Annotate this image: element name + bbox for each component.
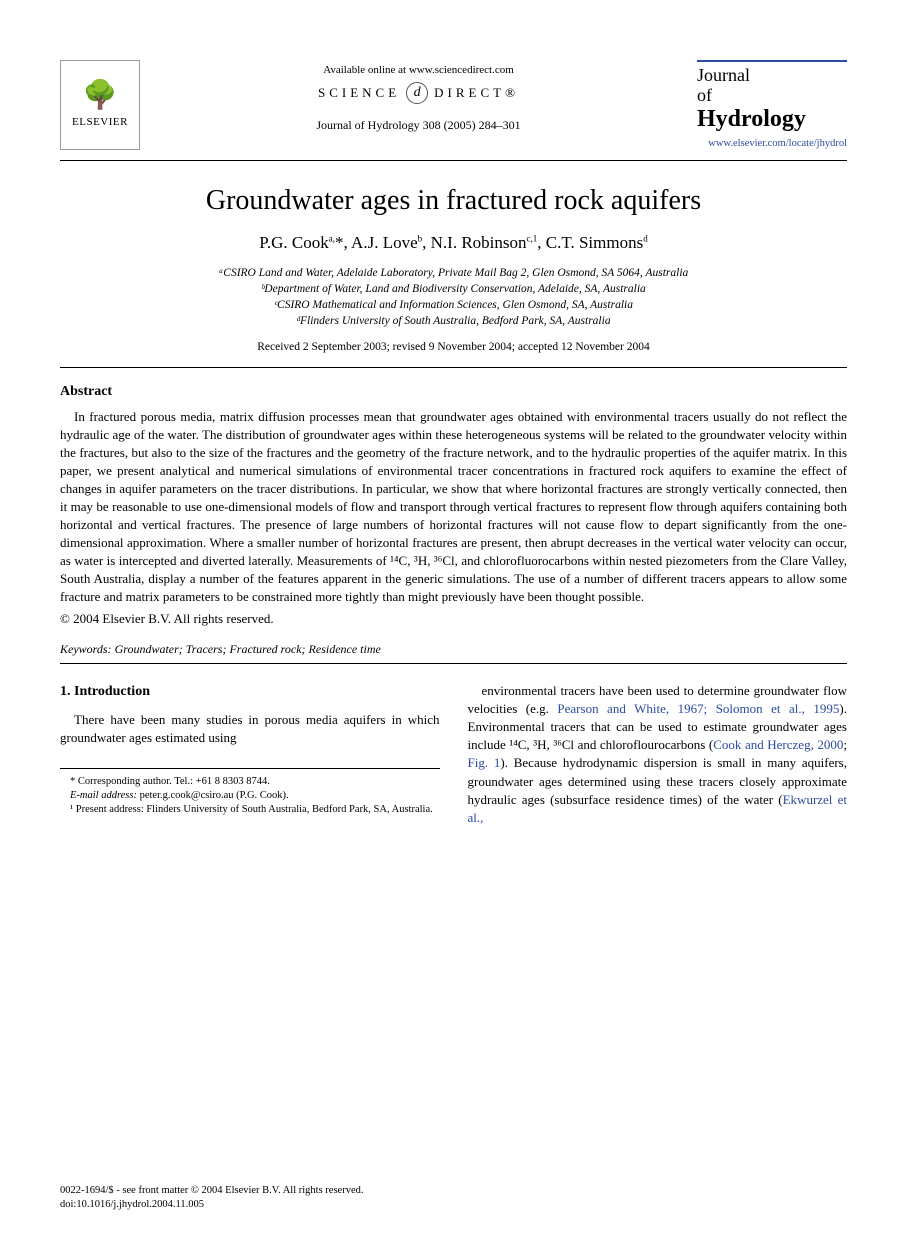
keywords-label: Keywords: xyxy=(60,642,112,656)
footer-line-1: 0022-1694/$ - see front matter © 2004 El… xyxy=(60,1184,847,1198)
elsevier-tree-icon: 🌳 xyxy=(83,82,118,110)
post-keywords-rule xyxy=(60,663,847,664)
affiliation-c: ᶜCSIRO Mathematical and Information Scie… xyxy=(60,297,847,313)
email-footnote: E-mail address: peter.g.cook@csiro.au (P… xyxy=(60,789,440,803)
journal-line-3: Hydrology xyxy=(697,106,847,132)
pre-abstract-rule xyxy=(60,367,847,368)
intro-left-para: There have been many studies in porous m… xyxy=(60,711,440,747)
keywords-list: Groundwater; Tracers; Fractured rock; Re… xyxy=(115,642,381,656)
email-address: peter.g.cook@csiro.au (P.G. Cook). xyxy=(140,790,289,801)
footer-line-2: doi:10.1016/j.jhydrol.2004.11.005 xyxy=(60,1198,847,1212)
header-center: Available online at www.sciencedirect.co… xyxy=(140,60,697,139)
available-online-text: Available online at www.sciencedirect.co… xyxy=(140,64,697,76)
intro-right-mid2: ; xyxy=(843,737,847,752)
page-footer: 0022-1694/$ - see front matter © 2004 El… xyxy=(60,1184,847,1212)
sciencedirect-logo: SCIENCE d DIRECT® xyxy=(318,82,519,104)
journal-reference: Journal of Hydrology 308 (2005) 284–301 xyxy=(140,118,697,133)
authors-line: P.G. Cooka,*, A.J. Loveb, N.I. Robinsonc… xyxy=(60,233,847,253)
email-label: E-mail address: xyxy=(70,790,137,801)
present-address-footnote: ¹ Present address: Flinders University o… xyxy=(60,803,440,817)
affiliation-a: ᵃCSIRO Land and Water, Adelaide Laborato… xyxy=(60,265,847,281)
elsevier-logo: 🌳 ELSEVIER xyxy=(60,60,140,150)
elsevier-brand-text: ELSEVIER xyxy=(72,116,128,128)
right-column: environmental tracers have been used to … xyxy=(468,682,848,828)
abstract-body: In fractured porous media, matrix diffus… xyxy=(60,408,847,627)
sciencedirect-right: DIRECT® xyxy=(434,85,519,101)
journal-line-1: Journal xyxy=(697,66,847,86)
footnotes-block: * Corresponding author. Tel.: +61 8 8303… xyxy=(60,768,440,818)
copyright-line: © 2004 Elsevier B.V. All rights reserved… xyxy=(60,610,847,628)
citation-pearson-white[interactable]: Pearson and White, 1967; Solomon et al.,… xyxy=(557,701,839,716)
citation-cook-herczeg[interactable]: Cook and Herczeg, 2000 xyxy=(713,737,843,752)
abstract-paragraph: In fractured porous media, matrix diffus… xyxy=(60,408,847,605)
affiliation-d: ᵈFlinders University of South Australia,… xyxy=(60,313,847,329)
corresponding-author-footnote: * Corresponding author. Tel.: +61 8 8303… xyxy=(60,775,440,789)
journal-title-box: Journal of Hydrology www.elsevier.com/lo… xyxy=(697,60,847,149)
abstract-heading: Abstract xyxy=(60,384,847,400)
intro-right-para: environmental tracers have been used to … xyxy=(468,682,848,828)
header-rule xyxy=(60,160,847,161)
figure-1-link[interactable]: Fig. 1 xyxy=(468,755,501,770)
article-title: Groundwater ages in fractured rock aquif… xyxy=(60,185,847,217)
journal-url-link[interactable]: www.elsevier.com/locate/jhydrol xyxy=(697,138,847,149)
sciencedirect-left: SCIENCE xyxy=(318,85,400,101)
intro-heading: 1. Introduction xyxy=(60,682,440,702)
affiliations: ᵃCSIRO Land and Water, Adelaide Laborato… xyxy=(60,265,847,329)
left-column: 1. Introduction There have been many stu… xyxy=(60,682,440,828)
body-columns: 1. Introduction There have been many stu… xyxy=(60,682,847,828)
journal-line-2: of xyxy=(697,86,847,106)
article-dates: Received 2 September 2003; revised 9 Nov… xyxy=(60,341,847,353)
sciencedirect-swirl-icon: d xyxy=(406,82,428,104)
page-header: 🌳 ELSEVIER Available online at www.scien… xyxy=(60,60,847,150)
keywords-line: Keywords: Groundwater; Tracers; Fracture… xyxy=(60,642,847,657)
affiliation-b: ᵇDepartment of Water, Land and Biodivers… xyxy=(60,281,847,297)
